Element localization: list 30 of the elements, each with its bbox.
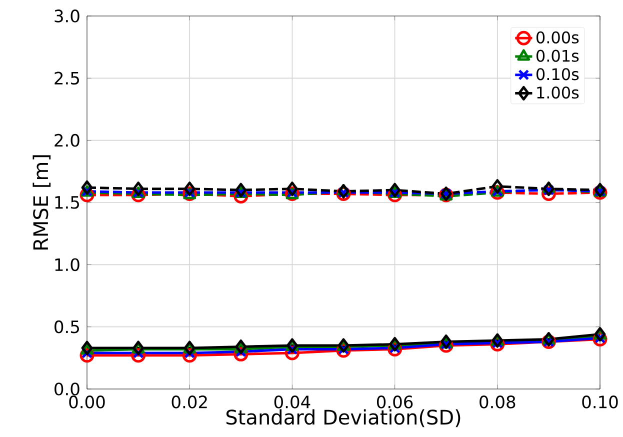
x-tick-label: 0.00 [69,396,105,408]
point [81,180,93,195]
x-tick-label: 0.10 [582,396,618,408]
x-axis-title: Standard Deviation(SD) [226,409,460,428]
y-tick-label: 2.0 [54,134,80,147]
point [235,339,247,354]
y-tick-label: 0.0 [54,382,80,396]
point [286,182,298,196]
y-tick-label: 3.0 [54,10,80,22]
point [492,179,504,194]
legend-label: 0.00s [536,31,579,44]
legend-label: 0.01s [536,50,579,62]
point [81,340,93,356]
x-tick-label: 0.04 [274,396,310,408]
point [338,184,350,199]
x-tick-label: 0.06 [376,396,413,408]
legend-label: 0.10s [536,68,579,80]
point [184,182,196,196]
point [542,182,554,196]
x-tick-label: 0.08 [480,396,516,408]
point [389,182,401,198]
y-tick-label: 1.5 [55,196,79,209]
point [235,182,247,198]
y-tick-label: 1.0 [55,258,80,272]
y-tick-label: 2.5 [54,72,79,85]
point [132,182,144,196]
x-tick-label: 0.02 [172,396,207,408]
y-axis-title: RMSE [m] [32,155,51,250]
y-tick-label: 0.5 [54,320,79,334]
legend-label: 1.00s [537,86,579,99]
